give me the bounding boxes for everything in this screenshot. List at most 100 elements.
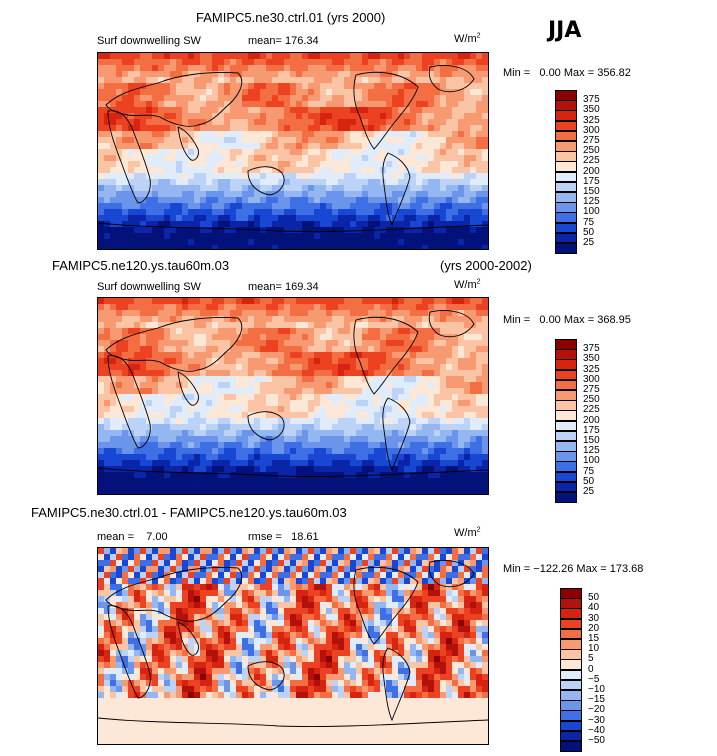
field-cell	[296, 83, 303, 90]
field-cell	[170, 245, 177, 249]
field-cell	[278, 590, 285, 597]
field-cell	[446, 578, 453, 585]
field-cell	[344, 334, 351, 341]
field-cell	[446, 472, 453, 479]
field-cell	[152, 101, 159, 108]
field-cell	[326, 215, 333, 222]
field-cell	[464, 376, 471, 383]
field-cell	[368, 376, 375, 383]
field-cell	[350, 83, 357, 90]
field-cell	[236, 304, 243, 311]
field-cell	[428, 310, 435, 317]
field-cell	[230, 227, 237, 234]
field-cell	[458, 430, 465, 437]
field-cell	[194, 584, 201, 591]
field-cell	[278, 454, 285, 461]
field-cell	[206, 424, 213, 431]
field-cell	[368, 173, 375, 180]
field-cell	[392, 298, 399, 305]
field-cell	[134, 370, 141, 377]
field-cell	[164, 418, 171, 425]
field-cell	[134, 221, 141, 228]
field-cell	[248, 560, 255, 567]
field-cell	[116, 478, 123, 485]
field-cell	[344, 590, 351, 597]
field-cell	[104, 167, 111, 174]
field-cell	[110, 358, 117, 365]
field-cell	[248, 161, 255, 168]
field-cell	[122, 59, 129, 66]
field-cell	[470, 412, 477, 419]
field-cell	[392, 442, 399, 449]
field-cell	[392, 304, 399, 311]
field-cell	[458, 185, 465, 192]
field-cell	[470, 125, 477, 132]
field-cell	[362, 149, 369, 156]
field-cell	[182, 245, 189, 249]
field-cell	[290, 560, 297, 567]
field-cell	[338, 406, 345, 413]
field-cell	[140, 191, 147, 198]
field-cell	[236, 215, 243, 222]
field-cell	[428, 83, 435, 90]
field-cell	[284, 322, 291, 329]
field-cell	[272, 478, 279, 485]
field-cell	[350, 436, 357, 443]
field-cell	[302, 352, 309, 359]
field-cell	[98, 95, 105, 102]
field-cell	[464, 352, 471, 359]
field-cell	[236, 227, 243, 234]
field-cell	[470, 590, 477, 597]
field-cell	[404, 65, 411, 72]
field-cell	[398, 215, 405, 222]
field-cell	[224, 77, 231, 84]
field-cell	[344, 358, 351, 365]
field-cell	[296, 95, 303, 102]
field-cell	[272, 322, 279, 329]
field-cell	[356, 448, 363, 455]
field-cell	[164, 245, 171, 249]
field-cell	[104, 454, 111, 461]
field-cell	[230, 137, 237, 144]
field-cell	[464, 400, 471, 407]
field-cell	[176, 340, 183, 347]
field-cell	[434, 490, 441, 494]
field-cell	[272, 334, 279, 341]
field-cell	[140, 143, 147, 150]
field-cell	[230, 155, 237, 162]
field-cell	[458, 131, 465, 138]
field-cell	[146, 370, 153, 377]
field-cell	[326, 560, 333, 567]
field-cell	[158, 382, 165, 389]
field-cell	[452, 239, 459, 246]
field-cell	[122, 113, 129, 120]
field-cell	[236, 454, 243, 461]
field-cell	[218, 454, 225, 461]
field-cell	[278, 376, 285, 383]
field-cell	[326, 107, 333, 114]
field-cell	[332, 478, 339, 485]
field-cell	[98, 167, 105, 174]
field-cell	[188, 466, 195, 473]
field-cell	[206, 149, 213, 156]
field-cell	[434, 352, 441, 359]
field-cell	[392, 358, 399, 365]
field-cell	[278, 53, 285, 60]
field-cell	[296, 101, 303, 108]
field-cell	[194, 412, 201, 419]
field-cell	[470, 143, 477, 150]
field-cell	[146, 322, 153, 329]
field-cell	[206, 59, 213, 66]
field-cell	[188, 364, 195, 371]
field-cell	[212, 239, 219, 246]
field-cell	[434, 209, 441, 216]
field-cell	[428, 215, 435, 222]
field-cell	[122, 77, 129, 84]
field-cell	[98, 316, 105, 323]
field-cell	[350, 596, 357, 603]
field-cell	[224, 340, 231, 347]
field-cell	[470, 71, 477, 78]
field-cell	[326, 59, 333, 66]
field-cell	[404, 83, 411, 90]
field-cell	[170, 328, 177, 335]
